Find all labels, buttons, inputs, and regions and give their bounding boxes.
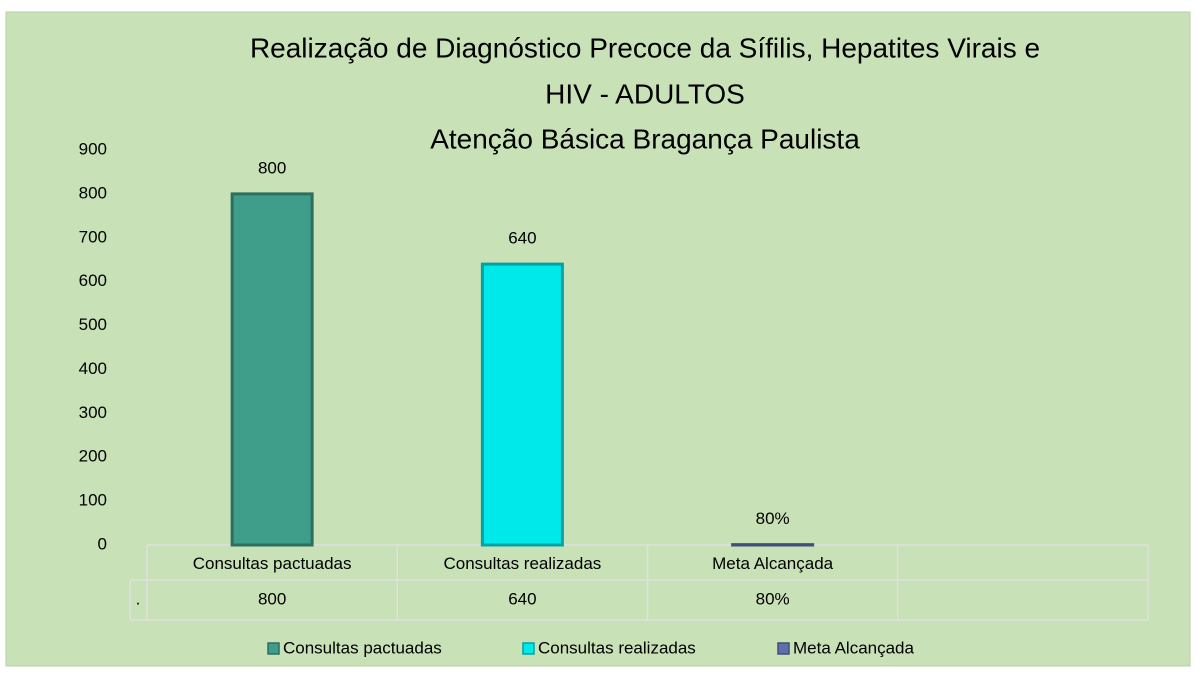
table-category: Consultas realizadas [443,554,601,573]
y-tick-label: 800 [79,183,107,202]
chart-title: Atenção Básica Bragança Paulista [430,123,860,154]
y-tick-label: 0 [98,534,107,553]
y-tick-label: 900 [79,139,107,158]
chart-title: Realização de Diagnóstico Precoce da Síf… [250,32,1040,63]
legend-label: Consultas realizadas [538,638,696,657]
legend-swatch [777,642,790,655]
legend-swatch [522,642,535,655]
data-label: 80% [756,509,790,528]
data-label: 640 [508,229,536,248]
y-tick-label: 500 [79,315,107,334]
y-tick-label: 600 [79,271,107,290]
data-label: 800 [258,158,286,177]
y-tick-label: 100 [79,491,107,510]
y-tick-label: 700 [79,227,107,246]
y-tick-label: 400 [79,359,107,378]
y-tick-label: 200 [79,447,107,466]
table-value: 80% [756,589,790,608]
chart-background [5,11,1191,667]
table-value: 640 [508,589,536,608]
table-value: 800 [258,589,286,608]
table-category: Meta Alcançada [712,554,834,573]
legend-label: Consultas pactuadas [283,638,442,657]
chart-title: HIV - ADULTOS [545,78,745,109]
bar [480,262,564,547]
legend-label: Meta Alcançada [793,638,915,657]
legend-swatch [267,642,280,655]
table-row-header: . [136,589,141,608]
y-tick-label: 300 [79,403,107,422]
table-category: Consultas pactuadas [193,554,352,573]
bar [230,192,314,547]
